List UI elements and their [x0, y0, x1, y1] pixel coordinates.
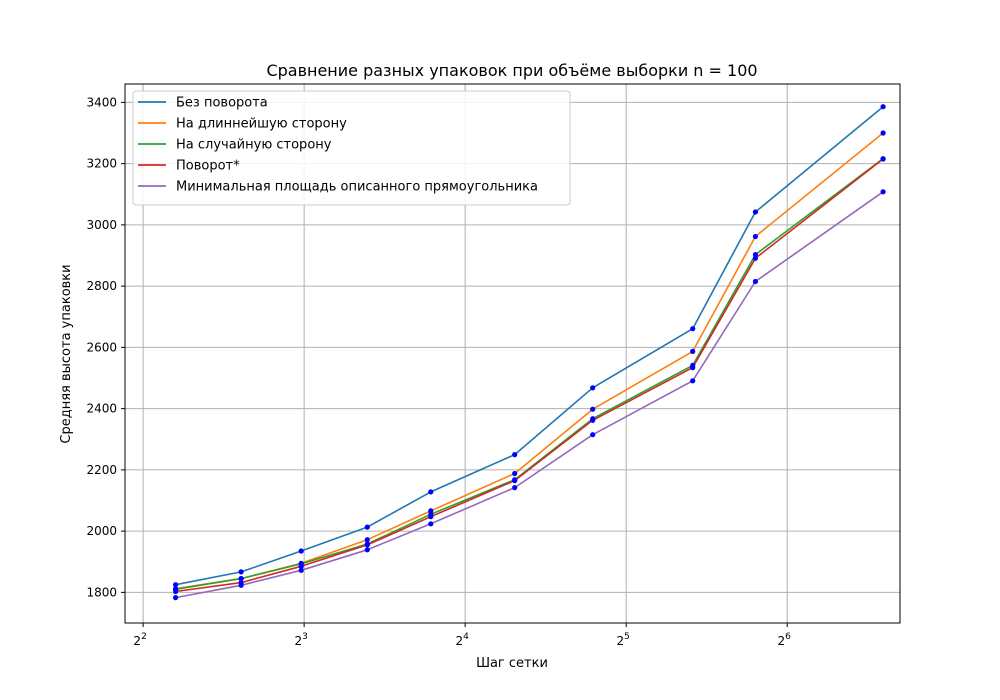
series-line-1: [175, 106, 884, 586]
chart-title: Сравнение разных упаковок при объёме выб…: [266, 61, 757, 80]
y-tick-label: 2600: [86, 340, 117, 354]
data-point: [690, 365, 696, 371]
legend-box: [132, 90, 571, 206]
data-point: [880, 104, 886, 110]
y-tick-label: 2200: [86, 463, 117, 477]
data-point: [428, 521, 434, 527]
data-point: [364, 542, 370, 548]
x-tick-exponent: 5: [624, 632, 630, 642]
data-point: [428, 514, 434, 520]
data-point: [512, 478, 518, 484]
data-point: [690, 348, 696, 354]
x-tick-label: 22: [133, 632, 146, 648]
y-axis-ticks: 1800 2000 2200 2400 2600 2800 3000 3200 3400: [86, 95, 125, 599]
x-tick-base: 2: [616, 634, 624, 648]
data-point: [364, 524, 370, 530]
x-tick-exponent: 2: [141, 632, 147, 642]
legend-entry-label: Без поворота: [176, 96, 268, 111]
data-point: [238, 576, 244, 582]
y-tick-label: 2800: [86, 279, 117, 293]
data-point: [880, 156, 886, 162]
x-tick-label: 23: [294, 632, 307, 648]
x-tick-label: 26: [778, 632, 792, 648]
series-line-4: [175, 158, 884, 593]
data-point: [512, 485, 518, 491]
legend-entry-label: На случайную сторону: [176, 138, 332, 153]
series-line-3: [175, 158, 884, 591]
data-point: [512, 470, 518, 477]
y-tick-label: 1800: [86, 585, 117, 599]
data-point: [238, 582, 244, 588]
data-point: [590, 406, 596, 412]
data-point: [690, 326, 696, 332]
x-tick-base: 2: [133, 634, 141, 648]
x-tick-base: 2: [778, 634, 786, 648]
data-point: [690, 378, 696, 384]
y-tick-label: 3400: [86, 95, 117, 109]
legend-entry-label: Поворот*: [176, 159, 240, 174]
y-tick-label: 2400: [86, 402, 117, 416]
data-point: [298, 567, 304, 573]
data-point: [364, 547, 370, 553]
data-point: [752, 278, 759, 285]
data-point: [173, 588, 179, 595]
data-point: [173, 582, 179, 588]
x-tick-label: 25: [616, 632, 629, 648]
y-tick-label: 3000: [86, 218, 117, 232]
data-point: [238, 569, 244, 575]
data-point: [590, 417, 596, 423]
data-point: [752, 209, 759, 215]
x-tick-label: 24: [455, 632, 469, 648]
x-tick-base: 2: [294, 634, 302, 648]
x-axis-ticks: 22 23 24 25 26: [133, 623, 791, 648]
y-tick-label: 2000: [86, 524, 117, 538]
x-tick-exponent: 3: [302, 632, 308, 642]
data-point: [752, 255, 759, 261]
x-axis-label: Шаг сетки: [476, 656, 548, 671]
x-tick-exponent: 6: [785, 632, 791, 642]
y-axis-label: Средняя высота упаковки: [59, 264, 74, 443]
data-point: [590, 385, 596, 391]
series-lines: [175, 106, 884, 599]
data-point: [752, 252, 759, 258]
series-line-5: [175, 191, 884, 599]
data-point: [364, 537, 370, 543]
plot-area-frame: [124, 83, 901, 624]
data-point: [298, 548, 304, 554]
data-point: [590, 432, 596, 438]
data-point: [428, 489, 434, 495]
data-point: [173, 595, 179, 601]
legend-entry-label: На длиннейшую сторону: [176, 117, 347, 132]
data-point: [880, 189, 886, 195]
data-point: [512, 452, 518, 458]
x-tick-base: 2: [455, 634, 463, 648]
y-tick-label: 3200: [86, 157, 117, 171]
data-markers: [173, 104, 886, 601]
data-point: [880, 130, 886, 136]
legend: Без поворота На длиннейшую сторону На случ…: [132, 90, 571, 206]
data-point: [752, 233, 759, 240]
legend-entry-label: Минимальная площадь описанного прямоугол…: [176, 180, 538, 195]
data-point: [298, 563, 304, 569]
x-tick-exponent: 4: [463, 632, 469, 642]
